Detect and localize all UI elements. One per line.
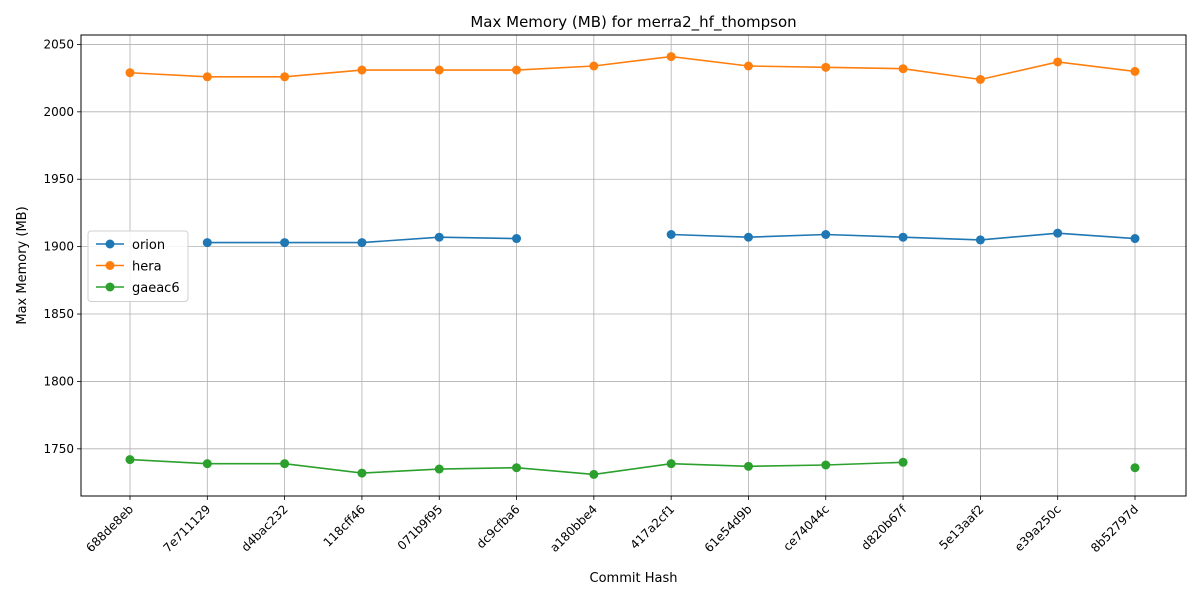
data-point-hera (666, 52, 676, 62)
legend-item-orion: orion (96, 238, 165, 253)
series-layer (125, 52, 1140, 479)
y-tick-label: 1750 (43, 442, 74, 456)
y-tick-label: 1950 (43, 172, 74, 186)
legend-swatch-marker (105, 261, 115, 270)
data-point-orion (821, 229, 831, 239)
data-point-orion (666, 229, 676, 239)
data-point-hera (202, 72, 212, 82)
data-point-gaeac6 (898, 457, 908, 467)
data-point-gaeac6 (280, 459, 290, 469)
plot-frame (80, 34, 1187, 497)
legend-item-gaeac6: gaeac6 (96, 281, 180, 296)
data-point-orion (434, 232, 444, 242)
data-point-hera (280, 72, 290, 82)
data-point-gaeac6 (589, 469, 599, 479)
data-point-hera (743, 61, 753, 71)
y-tick-label: 2050 (43, 37, 74, 51)
legend-label: hera (132, 260, 162, 275)
legend-label: gaeac6 (132, 281, 180, 296)
chart-title: Max Memory (MB) for merra2_hf_thompson (470, 13, 796, 32)
data-point-gaeac6 (434, 464, 444, 474)
data-point-orion (357, 238, 367, 248)
data-point-gaeac6 (202, 459, 212, 469)
legend-label: orion (132, 238, 165, 253)
data-point-orion (743, 232, 753, 242)
data-point-hera (357, 65, 367, 75)
data-point-hera (975, 74, 985, 84)
data-point-hera (589, 61, 599, 71)
data-point-gaeac6 (357, 468, 367, 478)
data-point-gaeac6 (1130, 463, 1140, 473)
y-tick-label: 1800 (43, 374, 74, 388)
legend-item-hera: hera (96, 260, 162, 275)
series-orion (202, 228, 1140, 248)
data-point-orion (1130, 234, 1140, 244)
data-point-hera (1053, 57, 1063, 67)
data-point-gaeac6 (743, 461, 753, 471)
data-point-hera (125, 68, 135, 78)
data-point-gaeac6 (821, 460, 831, 470)
data-point-orion (975, 235, 985, 245)
series-hera (125, 52, 1140, 84)
data-point-orion (512, 234, 522, 244)
data-point-hera (434, 65, 444, 75)
data-point-orion (202, 238, 212, 248)
y-tick-label: 2000 (43, 105, 74, 119)
y-tick-label: 1900 (43, 240, 74, 254)
data-point-orion (1053, 228, 1063, 238)
series-gaeac6 (125, 455, 1140, 479)
data-point-orion (898, 232, 908, 242)
legend: orion hera gaeac6 (87, 230, 189, 302)
data-point-gaeac6 (666, 459, 676, 469)
x-axis-title: Commit Hash (590, 571, 678, 586)
data-point-hera (898, 64, 908, 74)
legend-swatch-marker (105, 239, 115, 249)
data-point-hera (1130, 66, 1140, 76)
series-line-hera (129, 55, 1136, 81)
grid (81, 35, 1186, 496)
data-point-hera (512, 65, 522, 75)
data-point-hera (821, 62, 831, 72)
y-tick-label: 1850 (43, 307, 74, 321)
data-point-gaeac6 (125, 455, 135, 465)
data-point-gaeac6 (512, 463, 522, 473)
legend-swatch-marker (105, 282, 115, 292)
data-point-orion (280, 238, 290, 248)
y-axis-title: Max Memory (MB) (15, 206, 30, 324)
